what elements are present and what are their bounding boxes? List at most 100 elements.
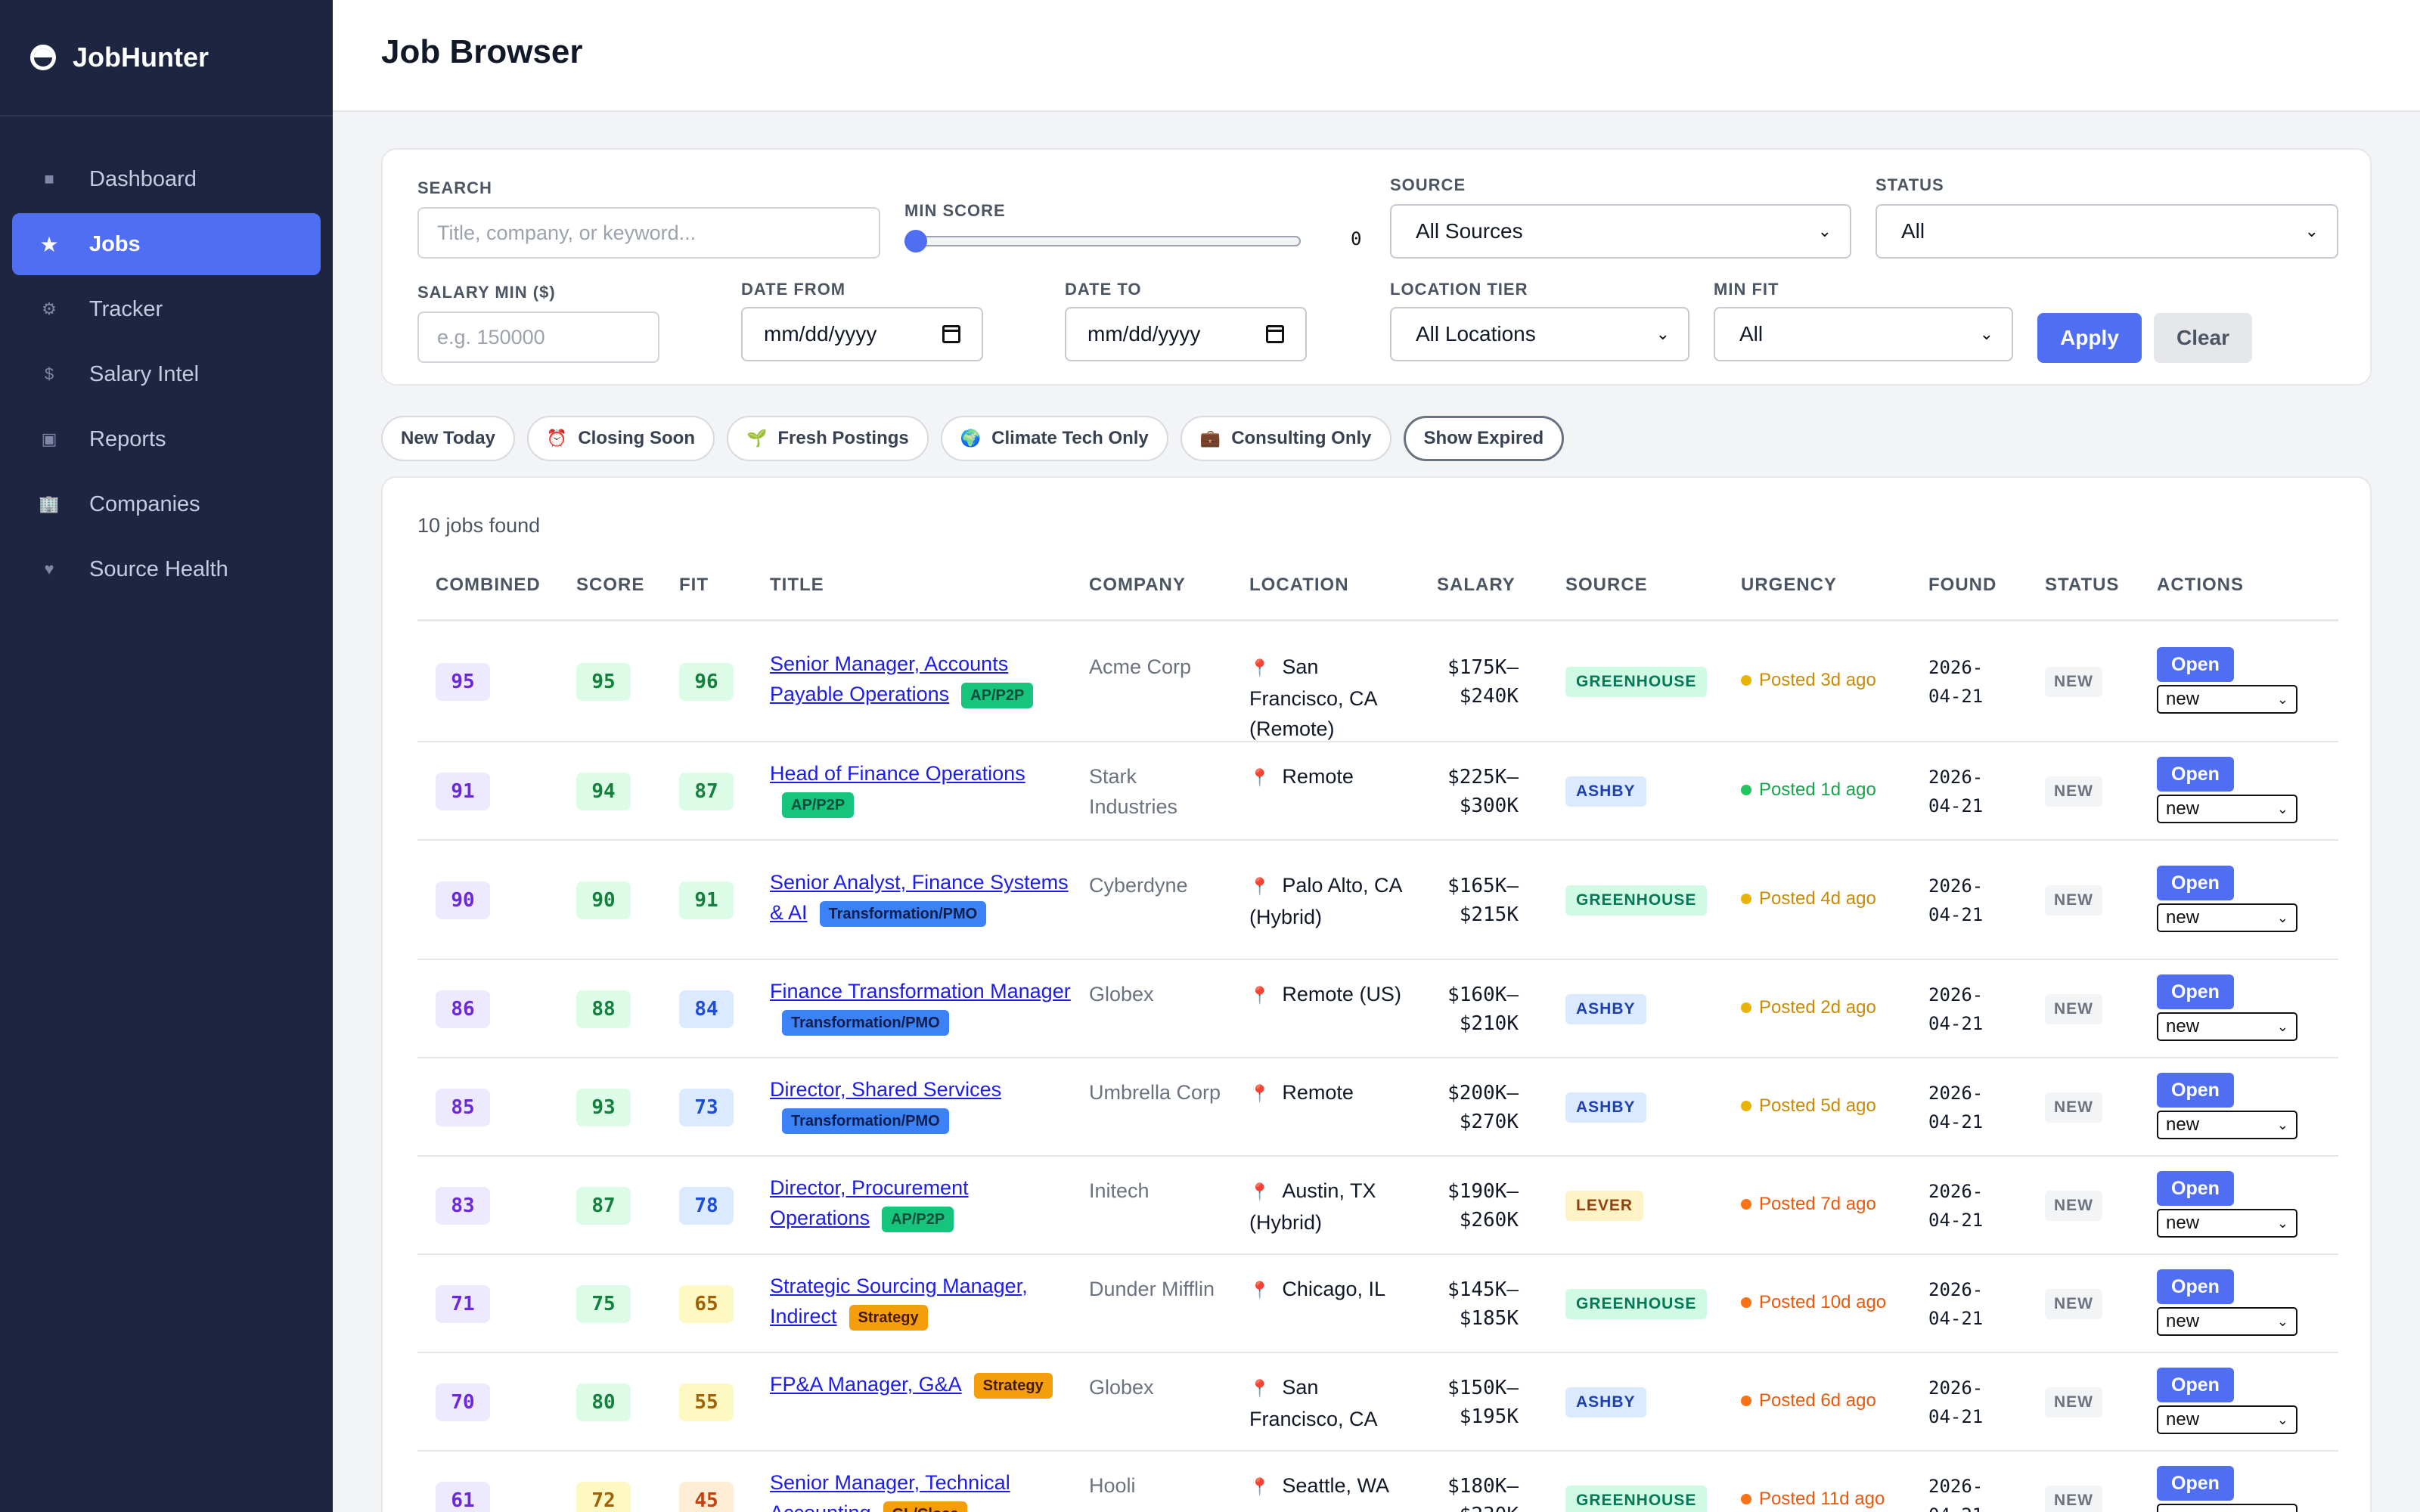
job-title-link[interactable]: Head of Finance Operations	[770, 762, 1025, 785]
column-header[interactable]: TITLE	[770, 575, 824, 595]
category-tag: AP/P2P	[882, 1206, 954, 1232]
min-fit-select[interactable]: All ⌄	[1714, 307, 2013, 361]
column-header[interactable]: SCORE	[576, 575, 645, 595]
apply-button[interactable]: Apply	[2037, 313, 2142, 363]
sidebar-item-tracker[interactable]: ⚙ Tracker	[12, 278, 321, 340]
job-title-link[interactable]: Senior Manager, Technical Accounting	[770, 1471, 1010, 1512]
column-header[interactable]: URGENCY	[1741, 575, 1838, 595]
status-dropdown[interactable]: new ⌄	[2157, 1405, 2297, 1434]
column-header[interactable]: ACTIONS	[2157, 575, 2244, 595]
status-select-value: All	[1901, 219, 1925, 243]
location-text: Remote	[1282, 1081, 1354, 1104]
chip-consulting[interactable]: 💼 Consulting Only	[1180, 416, 1392, 461]
score-badge: 90	[576, 881, 631, 919]
min-score-slider[interactable]	[904, 236, 1301, 246]
combined-score-badge: 90	[436, 881, 490, 919]
location-tier-select[interactable]: All Locations ⌄	[1390, 307, 1689, 361]
status-dropdown[interactable]: new ⌄	[2157, 685, 2297, 714]
job-title-link[interactable]: Strategic Sourcing Manager, Indirect	[770, 1275, 1028, 1328]
urgency-cell: Posted 1d ago	[1741, 779, 1876, 801]
status-dropdown[interactable]: new ⌄	[2157, 1307, 2297, 1336]
column-header[interactable]: COMBINED	[436, 575, 541, 595]
status-dropdown[interactable]: new ⌄	[2157, 795, 2297, 823]
sidebar-item-salary-intel[interactable]: $ Salary Intel	[12, 343, 321, 405]
open-button[interactable]: Open	[2157, 1269, 2234, 1304]
clear-button[interactable]: Clear	[2154, 313, 2252, 363]
combined-score-badge: 86	[436, 990, 490, 1028]
source-select[interactable]: All Sources ⌄	[1390, 204, 1851, 259]
job-title-link[interactable]: Director, Procurement Operations	[770, 1176, 969, 1229]
source-badge: ASHBY	[1565, 994, 1646, 1024]
chip-show-expired[interactable]: Show Expired	[1403, 416, 1565, 461]
column-header[interactable]: LOCATION	[1249, 575, 1349, 595]
date-to-input[interactable]: mm/dd/yyyy	[1065, 307, 1307, 361]
location-text: San Francisco, CA (Remote)	[1249, 655, 1377, 740]
company-name: Acme Corp	[1089, 655, 1192, 678]
fit-badge: 73	[679, 1089, 734, 1126]
combined-score-badge: 83	[436, 1187, 490, 1225]
table-row: 70 80 55 FP&A Manager, G&A Strategy Globex 📍 Sa…	[417, 1353, 2338, 1452]
date-from-input[interactable]: mm/dd/yyyy	[741, 307, 983, 361]
map-pin-icon: 📍	[1249, 658, 1270, 677]
open-button[interactable]: Open	[2157, 974, 2234, 1009]
status-dropdown[interactable]: new ⌄	[2157, 903, 2297, 932]
column-header[interactable]: SOURCE	[1565, 575, 1648, 595]
category-tag: AP/P2P	[782, 792, 855, 818]
open-button[interactable]: Open	[2157, 1466, 2234, 1501]
chip-label: New Today	[401, 428, 495, 448]
status-dropdown[interactable]: new ⌄	[2157, 1504, 2297, 1512]
column-header[interactable]: STATUS	[2045, 575, 2120, 595]
column-header[interactable]: COMPANY	[1089, 575, 1186, 595]
open-button[interactable]: Open	[2157, 757, 2234, 792]
fit-badge: 45	[679, 1482, 734, 1512]
table-row: 85 93 73 Director, Shared Services Transform…	[417, 1058, 2338, 1157]
urgency-cell: Posted 5d ago	[1741, 1095, 1876, 1117]
calendar-icon[interactable]	[942, 325, 960, 343]
salary-min-input[interactable]: e.g. 150000	[417, 311, 659, 363]
sidebar-item-dashboard[interactable]: ■ Dashboard	[12, 148, 321, 210]
open-button[interactable]: Open	[2157, 1368, 2234, 1402]
sidebar-item-reports[interactable]: ▣ Reports	[12, 408, 321, 470]
status-dropdown[interactable]: new ⌄	[2157, 1012, 2297, 1041]
chip-climate-tech[interactable]: 🌍 Climate Tech Only	[940, 416, 1168, 461]
open-button[interactable]: Open	[2157, 866, 2234, 900]
column-header[interactable]: FIT	[679, 575, 709, 595]
chip-new-today[interactable]: New Today	[381, 416, 515, 461]
status-select[interactable]: All ⌄	[1876, 204, 2338, 259]
results-count: 10 jobs found	[417, 514, 541, 537]
chip-fresh-postings[interactable]: 🌱 Fresh Postings	[726, 416, 929, 461]
location-text: San Francisco, CA	[1249, 1376, 1378, 1430]
seedling-icon: 🌱	[746, 429, 768, 448]
urgency-text: Posted 4d ago	[1759, 888, 1876, 909]
status-dropdown[interactable]: new ⌄	[2157, 1209, 2297, 1238]
job-title-cell: Head of Finance Operations AP/P2P	[770, 758, 1072, 819]
urgency-cell: Posted 11d ago	[1741, 1489, 1885, 1510]
found-date: 2026-04-21	[1928, 1083, 1984, 1132]
column-header[interactable]: FOUND	[1928, 575, 1997, 595]
status-dropdown[interactable]: new ⌄	[2157, 1111, 2297, 1139]
calendar-icon[interactable]	[1266, 325, 1284, 343]
brand[interactable]: JobHunter	[0, 0, 333, 116]
open-button[interactable]: Open	[2157, 1073, 2234, 1108]
job-title-link[interactable]: FP&A Manager, G&A	[770, 1373, 962, 1396]
search-input[interactable]: Title, company, or keyword...	[417, 207, 880, 259]
job-title-link[interactable]: Senior Analyst, Finance Systems & AI	[770, 871, 1069, 924]
open-button[interactable]: Open	[2157, 647, 2234, 682]
job-title-link[interactable]: Finance Transformation Manager	[770, 980, 1071, 1002]
sidebar-item-companies[interactable]: 🏢 Companies	[12, 473, 321, 535]
chip-label: Fresh Postings	[777, 428, 909, 448]
map-pin-icon: 📍	[1249, 768, 1270, 787]
job-title-link[interactable]: Director, Shared Services	[770, 1078, 1002, 1101]
column-header[interactable]: SALARY	[1437, 575, 1516, 595]
chip-closing-soon[interactable]: ⏰ Closing Soon	[526, 416, 715, 461]
combined-score-badge: 61	[436, 1482, 490, 1512]
urgency-cell: Posted 2d ago	[1741, 997, 1876, 1018]
min-score-slider-thumb[interactable]	[904, 230, 927, 253]
urgency-text: Posted 2d ago	[1759, 997, 1876, 1018]
job-title-link[interactable]: Senior Manager, Accounts Payable Operati…	[770, 652, 1009, 705]
sidebar-item-source-health[interactable]: ♥ Source Health	[12, 538, 321, 600]
sidebar-item-jobs[interactable]: ★ Jobs	[12, 213, 321, 275]
date-from-label: DATE FROM	[741, 280, 846, 299]
open-button[interactable]: Open	[2157, 1171, 2234, 1206]
alarm-clock-icon: ⏰	[546, 429, 568, 448]
